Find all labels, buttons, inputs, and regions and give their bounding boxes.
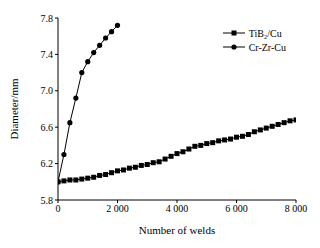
svg-text:5.8: 5.8	[41, 195, 54, 206]
html-text:TiB₂/Cu: TiB₂/Cu	[248, 27, 282, 39]
svg-text:6 000: 6 000	[225, 203, 248, 214]
svg-text:2 000: 2 000	[106, 203, 129, 214]
svg-text:7.0: 7.0	[41, 85, 54, 96]
svg-text:Number of welds: Number of welds	[139, 224, 215, 236]
svg-text:6.6: 6.6	[41, 122, 54, 133]
svg-text:6.2: 6.2	[41, 158, 54, 169]
svg-text:7.4: 7.4	[41, 49, 54, 60]
svg-text:7.8: 7.8	[41, 13, 54, 24]
svg-text:4 000: 4 000	[166, 203, 189, 214]
html-text:Cr-Zr-Cu: Cr-Zr-Cu	[248, 41, 286, 53]
svg-text:8 000: 8 000	[285, 203, 308, 214]
svg-text:Diameter/mm: Diameter/mm	[8, 78, 20, 140]
svg-text:0: 0	[56, 203, 61, 214]
